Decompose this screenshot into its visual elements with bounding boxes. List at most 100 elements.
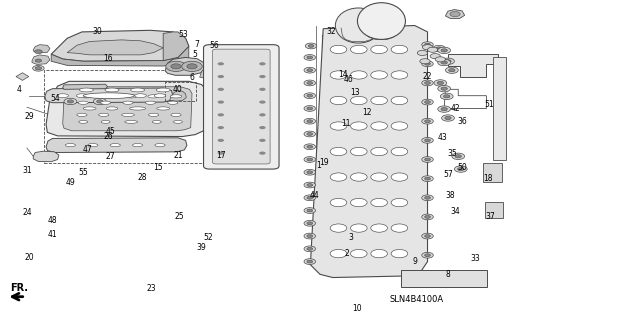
Circle shape (438, 106, 451, 112)
Circle shape (171, 64, 181, 69)
Circle shape (441, 87, 447, 90)
Circle shape (391, 249, 408, 258)
Circle shape (444, 95, 450, 98)
Ellipse shape (155, 144, 165, 147)
Circle shape (304, 67, 316, 73)
Circle shape (35, 50, 42, 54)
Circle shape (330, 173, 347, 181)
Polygon shape (46, 138, 187, 152)
Ellipse shape (81, 95, 92, 98)
Text: 11: 11 (341, 119, 350, 128)
Text: 46: 46 (343, 75, 353, 84)
Text: 56: 56 (209, 41, 219, 50)
Circle shape (330, 249, 347, 258)
Circle shape (307, 69, 312, 71)
Text: 40: 40 (173, 85, 183, 94)
Circle shape (442, 58, 454, 64)
Circle shape (35, 59, 42, 62)
Text: 34: 34 (451, 207, 461, 216)
Circle shape (440, 93, 453, 100)
Text: 50: 50 (457, 163, 467, 172)
Circle shape (33, 65, 44, 71)
Circle shape (304, 131, 316, 137)
Circle shape (422, 176, 433, 182)
Circle shape (425, 196, 431, 199)
Circle shape (307, 184, 312, 186)
Circle shape (307, 56, 312, 59)
Circle shape (425, 139, 431, 142)
Text: 4: 4 (17, 85, 22, 94)
Circle shape (441, 108, 447, 111)
Ellipse shape (103, 95, 115, 98)
Polygon shape (33, 151, 59, 162)
Ellipse shape (83, 107, 96, 110)
Circle shape (425, 43, 431, 46)
Circle shape (351, 249, 367, 258)
Bar (401, 270, 487, 287)
Ellipse shape (335, 8, 381, 43)
Text: 9: 9 (412, 257, 417, 266)
Circle shape (307, 209, 312, 212)
Text: 33: 33 (470, 254, 480, 263)
Polygon shape (67, 40, 163, 55)
Circle shape (259, 62, 266, 65)
Text: 52: 52 (204, 234, 214, 242)
Circle shape (308, 44, 314, 47)
Circle shape (351, 173, 367, 181)
Text: 47: 47 (82, 145, 92, 154)
Text: 5: 5 (193, 50, 198, 59)
Circle shape (351, 147, 367, 156)
Text: 24: 24 (22, 208, 32, 217)
Circle shape (371, 71, 387, 79)
Text: 32: 32 (326, 27, 337, 36)
Circle shape (307, 260, 312, 263)
Circle shape (330, 45, 347, 54)
Polygon shape (163, 32, 189, 61)
Circle shape (391, 173, 408, 181)
Circle shape (304, 106, 316, 111)
Circle shape (425, 82, 431, 84)
Polygon shape (16, 73, 29, 80)
Circle shape (371, 122, 387, 130)
Circle shape (307, 82, 312, 84)
Text: 37: 37 (485, 212, 495, 221)
Circle shape (371, 45, 387, 54)
Circle shape (371, 224, 387, 232)
Bar (483, 163, 502, 182)
Text: 10: 10 (352, 304, 362, 313)
Text: 53: 53 (178, 30, 188, 39)
Circle shape (67, 100, 74, 103)
Circle shape (259, 152, 266, 155)
Circle shape (330, 96, 347, 105)
Ellipse shape (88, 144, 98, 147)
Ellipse shape (78, 101, 88, 104)
Text: 44: 44 (310, 191, 320, 200)
Circle shape (307, 133, 312, 136)
Text: 48: 48 (47, 216, 58, 225)
Circle shape (445, 60, 451, 63)
Circle shape (304, 118, 316, 124)
Bar (165, 82, 196, 101)
Circle shape (438, 59, 451, 66)
Circle shape (441, 49, 447, 52)
Circle shape (304, 144, 316, 150)
Ellipse shape (125, 121, 138, 123)
Text: 13: 13 (349, 88, 360, 97)
Circle shape (425, 158, 431, 161)
Circle shape (430, 54, 440, 59)
Circle shape (304, 233, 316, 239)
Circle shape (307, 171, 312, 174)
Ellipse shape (123, 101, 133, 104)
Circle shape (307, 235, 312, 237)
Text: 14: 14 (338, 70, 348, 78)
Circle shape (351, 198, 367, 207)
Circle shape (218, 113, 224, 116)
Circle shape (259, 75, 266, 78)
Circle shape (425, 120, 431, 123)
Ellipse shape (77, 113, 87, 116)
Ellipse shape (157, 107, 170, 110)
Circle shape (304, 220, 316, 226)
Circle shape (450, 11, 460, 17)
Circle shape (259, 139, 266, 142)
Circle shape (307, 248, 312, 250)
